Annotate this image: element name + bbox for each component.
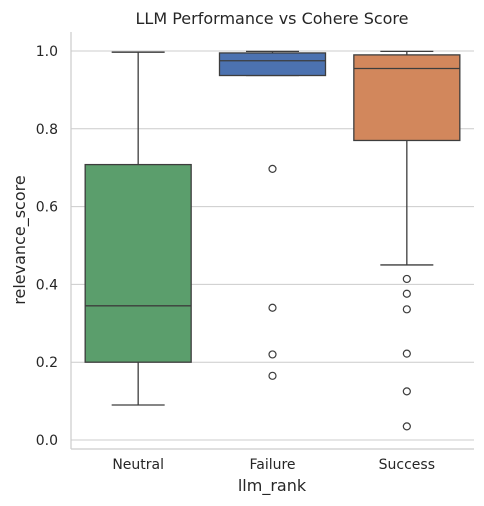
y-axis-label: relevance_score (10, 175, 30, 304)
box-group-success (353, 50, 461, 431)
axis-spines (70, 32, 474, 450)
box-iqr (218, 52, 327, 77)
x-tick-labels: Neutral Failure Success (112, 457, 435, 473)
y-tick-label: 1.0 (36, 44, 58, 60)
outlier-point (268, 303, 277, 312)
outlier-point (268, 350, 277, 359)
outlier-point (402, 274, 411, 284)
outlier-point (268, 164, 277, 173)
boxes (84, 50, 461, 431)
box-group-failure (218, 50, 327, 380)
x-axis-label: llm_rank (238, 476, 307, 496)
outlier-point (402, 349, 411, 358)
box-group-neutral (84, 51, 192, 406)
x-tick-label: Failure (249, 457, 295, 473)
y-tick-label: 0.6 (36, 200, 58, 216)
box-iqr (353, 54, 461, 142)
outlier-point (402, 387, 411, 396)
y-tick-label: 0.0 (36, 433, 58, 449)
box-iqr (84, 163, 192, 363)
y-tick-labels: 0.0 0.2 0.4 0.6 0.8 1.0 (36, 44, 58, 449)
y-tick-label: 0.4 (36, 277, 58, 293)
y-tick-label: 0.8 (36, 122, 58, 138)
outlier-point (402, 422, 411, 431)
outlier-point (402, 289, 411, 298)
outlier-point (268, 371, 277, 380)
y-tick-label: 0.2 (36, 355, 58, 371)
x-tick-label: Success (379, 457, 435, 473)
chart-title: LLM Performance vs Cohere Score (136, 9, 409, 28)
x-tick-label: Neutral (112, 457, 164, 473)
outlier-point (402, 305, 411, 314)
